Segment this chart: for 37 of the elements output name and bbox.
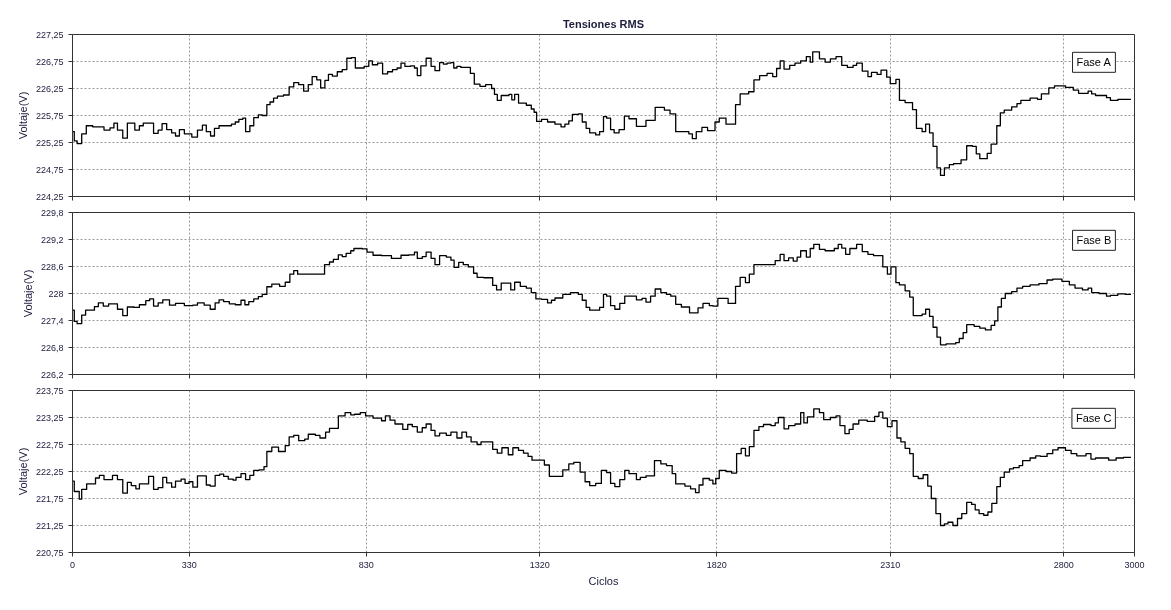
y-tick-label: 226,8	[40, 342, 64, 353]
x-tick-label: 0	[70, 559, 76, 570]
y-tick-label: 228	[48, 288, 64, 299]
y-tick-label: 224,75	[35, 164, 64, 175]
y-axis-title: Voltaje(V)	[16, 447, 29, 496]
x-tick-label: 1320	[529, 559, 550, 570]
y-tick-label: 229,2	[40, 234, 64, 245]
series-label: Fase A	[1076, 56, 1112, 69]
y-tick-label: 224,25	[35, 191, 64, 202]
y-tick-label: 225,25	[35, 137, 64, 148]
y-tick-label: 228,6	[40, 261, 64, 272]
x-axis-title: Ciclos	[588, 574, 619, 587]
x-tick-label: 1820	[706, 559, 727, 570]
x-tick-label: 3000	[1124, 559, 1145, 570]
y-tick-label: 229,8	[40, 207, 64, 218]
chart-title: Tensiones RMS	[562, 17, 645, 30]
y-tick-label: 226,75	[35, 56, 64, 67]
y-tick-label: 222,25	[35, 466, 64, 477]
y-tick-label: 226,2	[40, 369, 64, 380]
y-tick-label: 221,75	[35, 493, 64, 504]
x-tick-label: 830	[358, 559, 374, 570]
y-tick-label: 222,75	[35, 439, 64, 450]
y-tick-label: 220,75	[35, 547, 64, 558]
y-tick-label: 227,25	[35, 29, 64, 40]
x-tick-label: 2800	[1053, 559, 1074, 570]
y-axis-title: Voltaje(V)	[16, 91, 29, 140]
y-tick-label: 223,75	[35, 385, 64, 396]
y-tick-label: 226,25	[35, 83, 64, 94]
y-tick-label: 225,75	[35, 110, 64, 121]
x-tick-label: 330	[181, 559, 197, 570]
y-tick-label: 223,25	[35, 412, 64, 423]
text: Fase B	[1076, 234, 1112, 247]
y-axis-title: Voltaje(V)	[21, 269, 34, 318]
x-tick-label: 2310	[880, 559, 901, 570]
text: Fase C	[1075, 412, 1112, 425]
y-tick-label: 221,25	[35, 520, 64, 531]
y-tick-label: 227,4	[40, 315, 64, 326]
